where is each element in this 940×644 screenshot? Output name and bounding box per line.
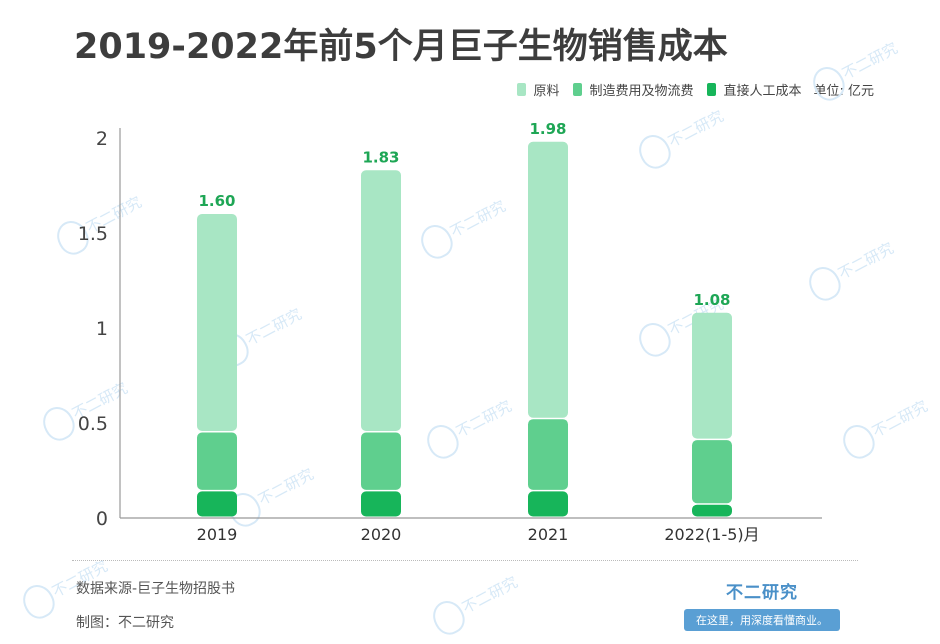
legend-item-manufacturing: 制造费用及物流费 — [573, 80, 693, 99]
data-source: 数据来源-巨子生物招股书 — [76, 581, 236, 597]
legend-item-raw-materials: 原料 — [517, 80, 559, 99]
bar-segment — [692, 312, 732, 439]
total-value-label: 1.60 — [198, 192, 235, 210]
x-tick-label: 2021 — [528, 525, 569, 544]
x-tick-label: 2020 — [361, 525, 402, 544]
bar-segment — [197, 491, 237, 517]
y-tick-label: 0 — [96, 508, 108, 530]
brand-name: 不二研究 — [726, 583, 798, 603]
y-tick-label: 1.5 — [78, 223, 108, 245]
bar-segment — [692, 504, 732, 517]
y-tick-label: 2 — [96, 128, 108, 150]
bar-segment — [197, 432, 237, 490]
legend-label-raw-materials: 原料 — [533, 84, 560, 99]
legend-swatch-labor — [707, 83, 717, 96]
bar-segment — [528, 141, 568, 418]
total-value-label: 1.08 — [693, 291, 730, 309]
bar-segment — [361, 170, 401, 432]
legend-label-labor: 直接人工成本 — [723, 84, 802, 99]
total-value-label: 1.83 — [362, 148, 399, 166]
footer-divider — [72, 560, 858, 561]
y-tick-label: 0.5 — [78, 413, 108, 435]
bar-segment — [197, 214, 237, 431]
y-tick-label: 1 — [96, 318, 108, 340]
bar-segment — [361, 491, 401, 517]
total-value-label: 1.98 — [529, 120, 566, 138]
legend-label-manufacturing: 制造费用及物流费 — [589, 84, 694, 99]
legend-swatch-manufacturing — [573, 83, 583, 96]
legend-swatch-raw-materials — [517, 83, 527, 96]
y-axis: 0 0.5 1 1.5 2 — [78, 128, 121, 530]
chart-title: 2019-2022年前5个月巨子生物销售成本 — [74, 27, 728, 67]
x-axis: 2019 2020 2021 2022(1-5)月 — [120, 517, 822, 544]
bar-segment — [528, 491, 568, 517]
unit-label: 单位: 亿元 — [813, 84, 874, 99]
bars — [197, 141, 732, 517]
brand-logo: 不二研究 在这里，用深度看懂商业。 — [684, 578, 840, 631]
total-labels: 1.60 1.83 1.98 1.08 — [198, 120, 730, 309]
x-tick-label: 2019 — [197, 525, 238, 544]
brand-slogan: 在这里，用深度看懂商业。 — [684, 609, 840, 631]
legend-item-labor: 直接人工成本 — [707, 80, 801, 99]
chart-author: 制图：不二研究 — [76, 615, 174, 631]
bar-segment — [692, 440, 732, 504]
legend: 原料 制造费用及物流费 直接人工成本 单位: 亿元 — [503, 80, 874, 99]
x-tick-label: 2022(1-5)月 — [664, 525, 759, 544]
bar-segment — [361, 432, 401, 490]
bar-segment — [528, 419, 568, 490]
